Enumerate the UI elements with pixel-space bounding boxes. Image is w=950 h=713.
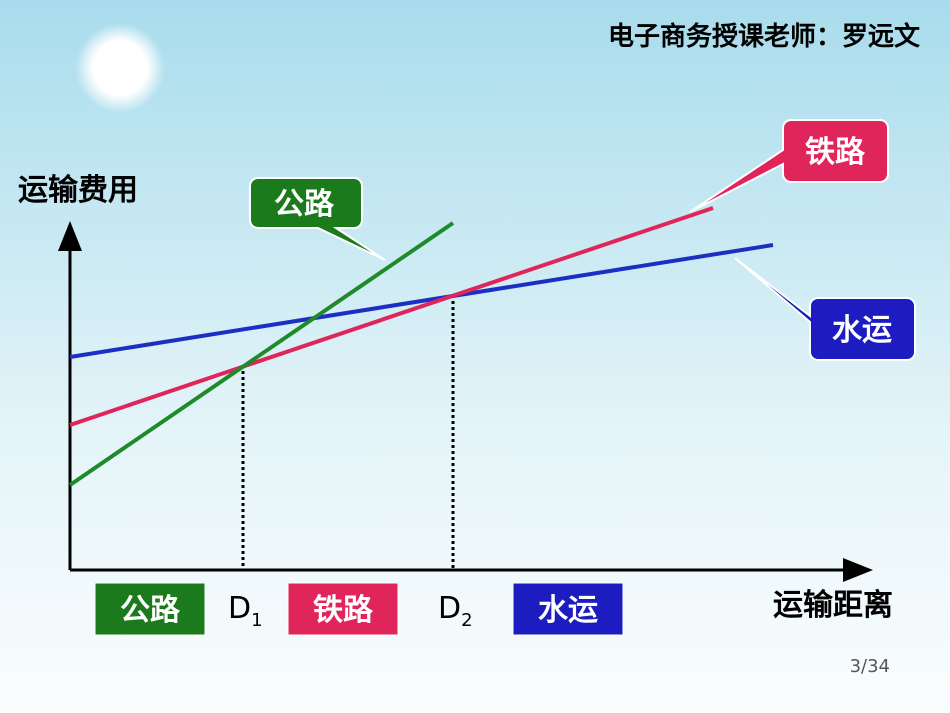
road-callout-label: 公路: [274, 187, 335, 222]
rail-callout-label: 铁路: [805, 135, 866, 170]
d2: D2: [438, 591, 473, 631]
page-number: 3/34: [850, 656, 890, 677]
water-callout-label: 水运: [832, 313, 892, 348]
d2-sub: 2: [461, 610, 472, 631]
road-range: [94, 582, 206, 636]
water-line: [69, 243, 774, 359]
d1: D1: [228, 591, 263, 631]
x-label: 运输距离: [773, 588, 893, 623]
rail-range-label: 铁路: [313, 593, 374, 628]
road-range-label: 公路: [120, 593, 181, 628]
y-label: 运输费用: [18, 173, 138, 208]
rail-callout: [689, 119, 889, 213]
water-range-label: 水运: [538, 593, 598, 628]
road-callout: [249, 177, 386, 261]
rail-range: [287, 582, 399, 636]
sun: [75, 23, 165, 113]
rail-line: [69, 206, 714, 427]
d2-label: D: [438, 591, 461, 626]
road-line: [68, 221, 455, 487]
water-callout: [734, 257, 916, 361]
header: 电子商务授课老师：罗远文: [608, 21, 921, 52]
water-range: [512, 582, 624, 636]
d1-sub: 1: [251, 610, 262, 631]
d1-label: D: [228, 591, 251, 626]
